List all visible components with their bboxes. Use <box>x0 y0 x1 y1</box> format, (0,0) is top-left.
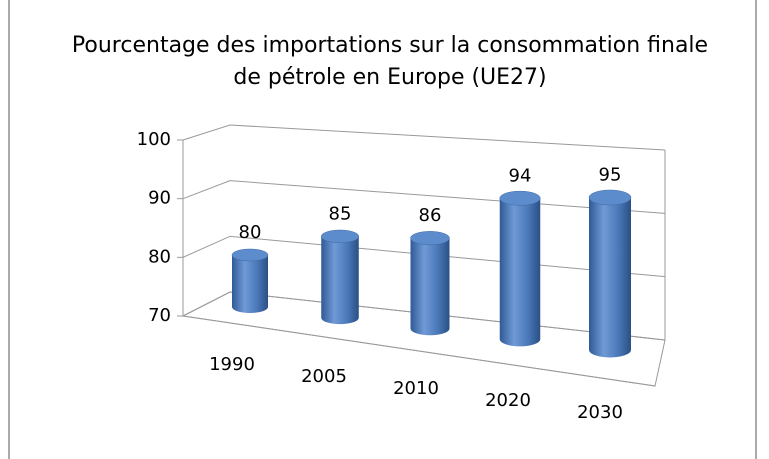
value-label: 86 <box>419 205 442 226</box>
x-axis <box>182 315 656 387</box>
y-tick-label: 90 <box>148 188 171 209</box>
x-tick-label: 2010 <box>393 378 439 399</box>
x-tick-label: 2005 <box>301 366 347 387</box>
value-label: 80 <box>239 222 262 243</box>
bar <box>499 198 541 347</box>
bar-top <box>499 190 541 206</box>
x-tick-label: 2020 <box>485 390 531 411</box>
chart-title: Pourcentage des importations sur la cons… <box>71 33 709 90</box>
x-tick-label: 2030 <box>577 402 623 423</box>
value-label: 95 <box>599 165 622 186</box>
bar-top <box>231 248 269 262</box>
bar <box>410 238 450 336</box>
grid-line <box>182 124 666 151</box>
bar-top <box>588 189 632 206</box>
y-tick-label: 100 <box>137 129 171 150</box>
bar-top <box>321 229 359 243</box>
bar-top <box>410 231 450 246</box>
bar <box>232 255 268 313</box>
bar <box>589 197 631 358</box>
y-tick-label: 80 <box>148 246 171 267</box>
value-label: 94 <box>509 165 532 186</box>
value-label: 85 <box>329 203 352 224</box>
x-tick-label: 1990 <box>209 354 255 375</box>
y-tick-label: 70 <box>148 305 171 326</box>
bar <box>321 236 359 325</box>
